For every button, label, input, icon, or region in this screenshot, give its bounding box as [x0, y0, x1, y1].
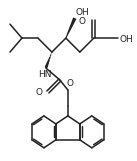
Text: OH: OH — [120, 35, 133, 44]
Text: O: O — [79, 17, 86, 26]
Text: O: O — [66, 80, 73, 89]
Polygon shape — [65, 17, 76, 38]
Text: O: O — [36, 89, 43, 97]
Text: OH: OH — [76, 8, 90, 17]
Text: HN: HN — [38, 70, 52, 79]
